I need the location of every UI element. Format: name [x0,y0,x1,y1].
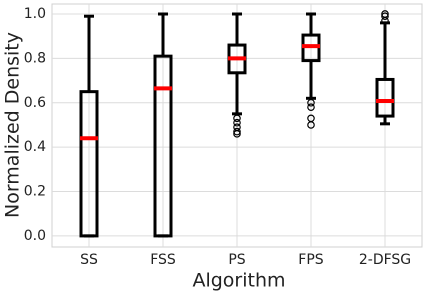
box [79,90,99,238]
x-tick-label: PS [228,252,245,268]
outlier [233,114,241,123]
outlier [381,12,389,21]
x-tick-label: 2-DFSG [359,252,411,268]
y-tick-label: 0.4 [24,139,46,155]
outlier [381,10,389,18]
outlier [233,130,241,138]
y-tick-label: 1.0 [24,6,46,22]
x-axis-title: Algorithm [192,270,285,292]
box [153,54,173,238]
y-tick-label: 0.8 [24,50,46,66]
x-tick-label: FSS [150,252,176,268]
y-tick-label: 0.6 [24,95,46,111]
y-axis-title: Normalized Density [2,32,24,218]
x-tick-label: FPS [298,252,323,268]
outlier [233,127,241,136]
outlier [307,121,315,129]
box [375,77,395,118]
outlier [307,103,315,111]
outlier [307,98,315,107]
y-tick-label: 0.0 [24,228,46,244]
y-tick-label: 0.2 [24,184,46,200]
x-tick-label: SS [80,252,98,268]
outlier [233,118,241,127]
